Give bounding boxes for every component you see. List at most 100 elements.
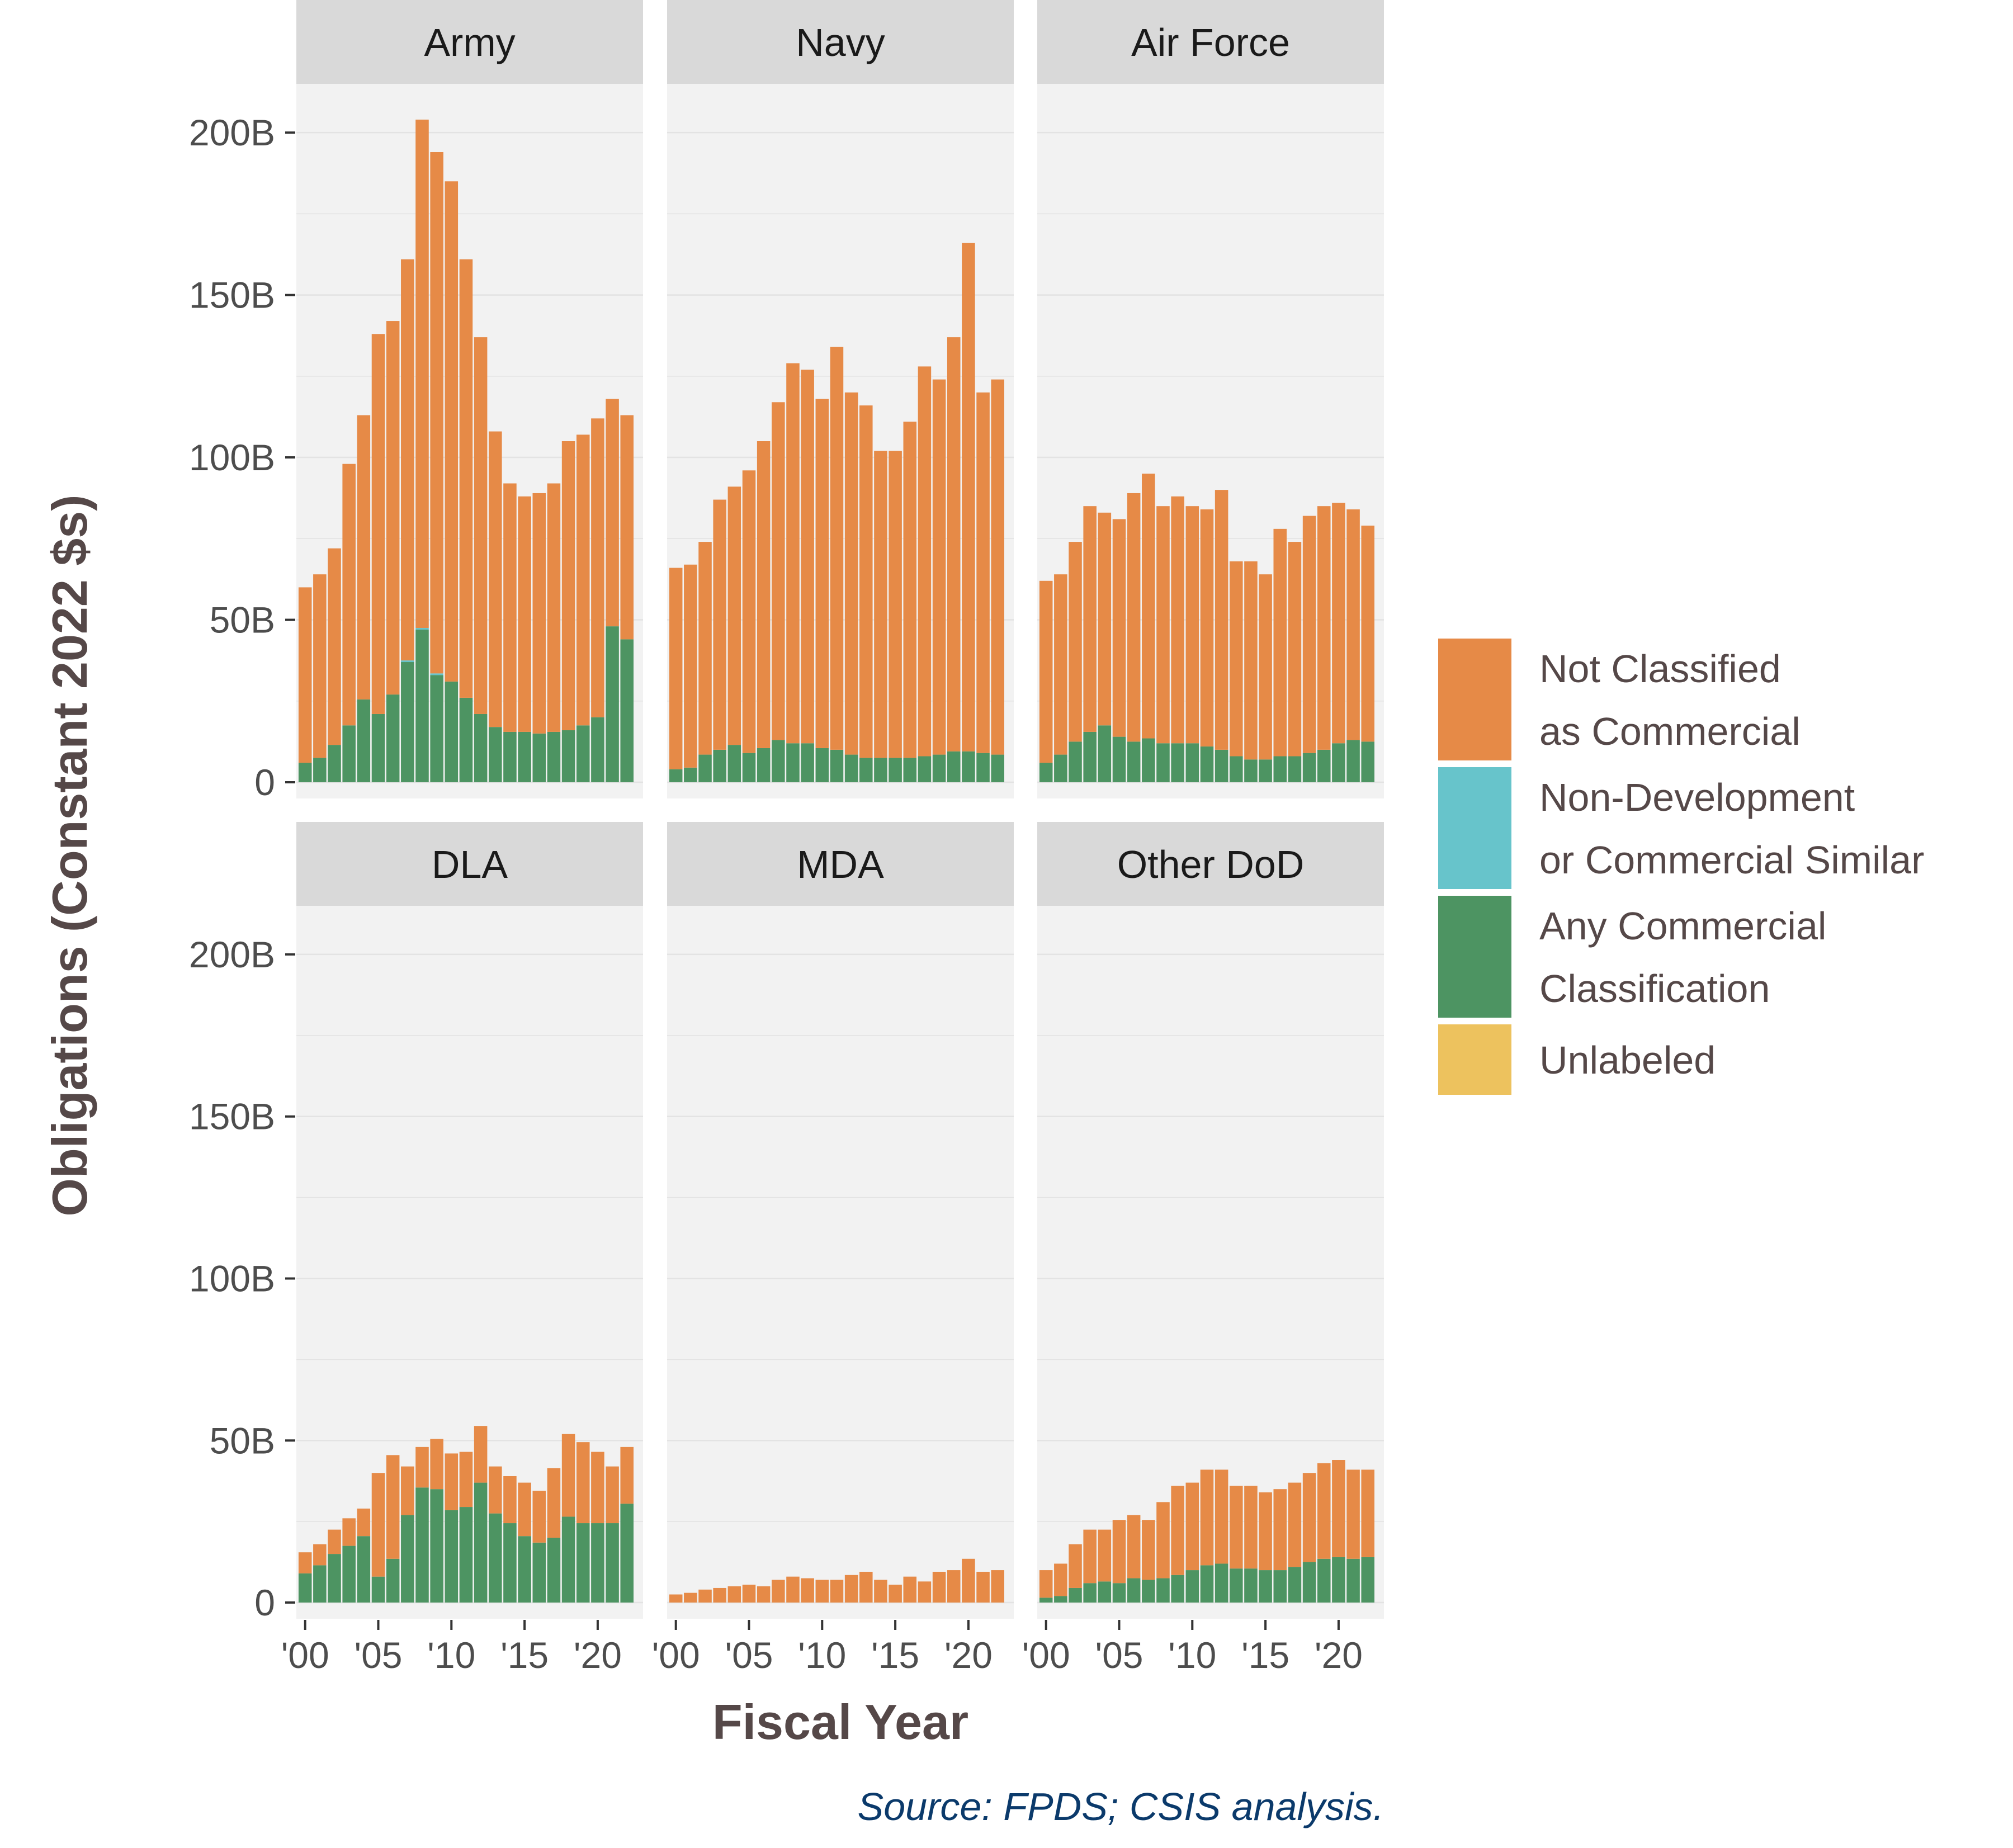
panel-strip-label: Navy: [796, 21, 885, 64]
bar-not-classified-2014: [503, 1476, 517, 1524]
bar-not-classified-2017: [918, 1581, 932, 1603]
bar-not-classified-2012: [474, 1426, 488, 1483]
bar-not-classified-2008: [786, 363, 800, 744]
bar-any-commercial-2006: [1127, 1578, 1141, 1603]
bar-not-classified-2014: [1244, 561, 1258, 760]
bar-any-commercial-2013: [489, 1513, 502, 1603]
bar-not-classified-2016: [1273, 528, 1287, 757]
bar-not-classified-2021: [606, 1466, 619, 1524]
bar-not-classified-2015: [889, 1585, 902, 1603]
bar-any-commercial-2013: [1230, 1568, 1243, 1603]
bar-any-commercial-2003: [713, 749, 726, 782]
x-axis-title: Fiscal Year: [712, 1694, 968, 1750]
bar-not-classified-2019: [947, 337, 961, 752]
panel-strip: [667, 0, 1014, 84]
bar-not-classified-2021: [606, 399, 619, 627]
bar-not-classified-2020: [962, 1558, 975, 1603]
bar-not-classified-2003: [1083, 506, 1097, 732]
bar-not-classified-2018: [932, 1571, 946, 1603]
bar-any-commercial-2021: [1346, 1558, 1360, 1603]
y-tick-label: 50B: [210, 1420, 275, 1461]
bar-not-classified-2014: [503, 483, 517, 732]
bar-not-classified-2019: [1317, 1463, 1331, 1559]
y-tick-label: 0: [254, 762, 275, 803]
panel-strip: [296, 822, 643, 906]
panel-strip: [1037, 822, 1384, 906]
bar-not-classified-2022: [620, 1447, 634, 1504]
bar-any-commercial-2008: [415, 629, 429, 782]
bar-not-classified-2004: [1098, 1529, 1112, 1582]
bar-any-commercial-2021: [976, 753, 990, 782]
bar-any-commercial-2006: [386, 1558, 400, 1603]
bar-any-commercial-2018: [932, 754, 946, 782]
bar-any-commercial-2019: [947, 751, 961, 782]
bar-not-classified-2004: [727, 1586, 741, 1603]
bar-not-classified-2019: [1317, 506, 1331, 750]
bar-not-classified-2020: [591, 418, 604, 717]
axes-layer: 0 50B 100B 150B 200B 0 50B 100B 150B 200B '00 '05 '1…: [189, 112, 1363, 1676]
bar-any-commercial-2009: [1171, 1575, 1184, 1603]
bar-not-classified-2006: [757, 441, 771, 748]
bar-not-classified-2009: [1171, 496, 1184, 744]
bar-not-classified-2002: [698, 542, 712, 755]
bar-not-classified-2006: [1127, 493, 1141, 742]
bar-not-classified-2008: [415, 119, 429, 628]
bar-not-classified-2002: [1069, 542, 1082, 742]
bar-not-classified-2013: [859, 1571, 873, 1603]
bar-any-commercial-2007: [1142, 1580, 1155, 1603]
bar-not-classified-2003: [342, 464, 356, 726]
x-tick-label: '00: [652, 1634, 700, 1676]
bar-not-classified-2018: [1302, 516, 1316, 753]
bar-not-classified-2012: [844, 1575, 858, 1603]
bar-not-classified-2020: [1332, 1460, 1345, 1557]
bar-any-commercial-2005: [371, 1576, 385, 1603]
bar-not-classified-2007: [772, 1580, 785, 1603]
bar-any-commercial-2010: [1185, 1570, 1199, 1603]
bar-not-classified-2011: [1200, 1469, 1214, 1566]
bar-any-commercial-2011: [459, 1507, 473, 1603]
bar-any-commercial-2017: [547, 1538, 561, 1603]
x-tick-label: '15: [871, 1634, 919, 1676]
bar-not-classified-2014: [874, 1580, 887, 1603]
y-tick-label: 150B: [189, 1096, 275, 1137]
bar-any-commercial-2007: [1142, 738, 1155, 782]
bar-not-classified-2001: [684, 564, 697, 768]
bar-not-classified-2005: [742, 470, 756, 753]
bar-any-commercial-2001: [1054, 1596, 1067, 1603]
bar-any-commercial-2013: [1230, 756, 1243, 782]
bar-any-commercial-2015: [518, 1536, 531, 1603]
bar-not-classified-2001: [313, 574, 327, 758]
bar-not-classified-2003: [342, 1518, 356, 1546]
bar-not-classified-2015: [889, 451, 902, 758]
bar-not-classified-2016: [532, 1491, 546, 1543]
bar-any-commercial-2002: [328, 1554, 341, 1603]
y-tick-label: 50B: [210, 599, 275, 641]
bar-not-classified-2012: [474, 337, 488, 714]
bar-not-classified-2007: [401, 1466, 414, 1515]
bar-not-classified-2009: [430, 1439, 443, 1490]
bar-any-commercial-2020: [591, 717, 604, 782]
bar-not-classified-2009: [430, 152, 443, 674]
bar-any-commercial-2007: [772, 740, 785, 782]
bar-not-classified-2019: [947, 1570, 961, 1603]
bar-any-commercial-2018: [561, 1516, 575, 1603]
bar-any-commercial-2009: [430, 1489, 443, 1603]
bar-not-classified-2005: [742, 1585, 756, 1603]
panel-navy: Navy: [667, 0, 1014, 798]
bar-any-commercial-2001: [313, 1565, 327, 1603]
bar-any-commercial-2018: [1302, 1562, 1316, 1603]
bar-not-classified-2011: [459, 259, 473, 698]
panel-strip: [667, 822, 1014, 906]
bar-any-commercial-2002: [1069, 741, 1082, 782]
bar-any-commercial-2016: [532, 1542, 546, 1603]
bar-any-commercial-2003: [342, 725, 356, 782]
bar-not-classified-2006: [757, 1586, 771, 1603]
bar-any-commercial-2010: [445, 681, 459, 782]
bar-not-classified-2008: [1156, 1502, 1170, 1578]
bar-not-classified-2015: [1259, 574, 1272, 760]
bar-any-commercial-2003: [1083, 1583, 1097, 1603]
bar-not-classified-2009: [1171, 1486, 1184, 1575]
bar-any-commercial-2003: [342, 1545, 356, 1603]
bar-not-classified-2006: [1127, 1515, 1141, 1578]
legend-item-not-classified: Not Classified as Commercial: [1436, 636, 1801, 763]
